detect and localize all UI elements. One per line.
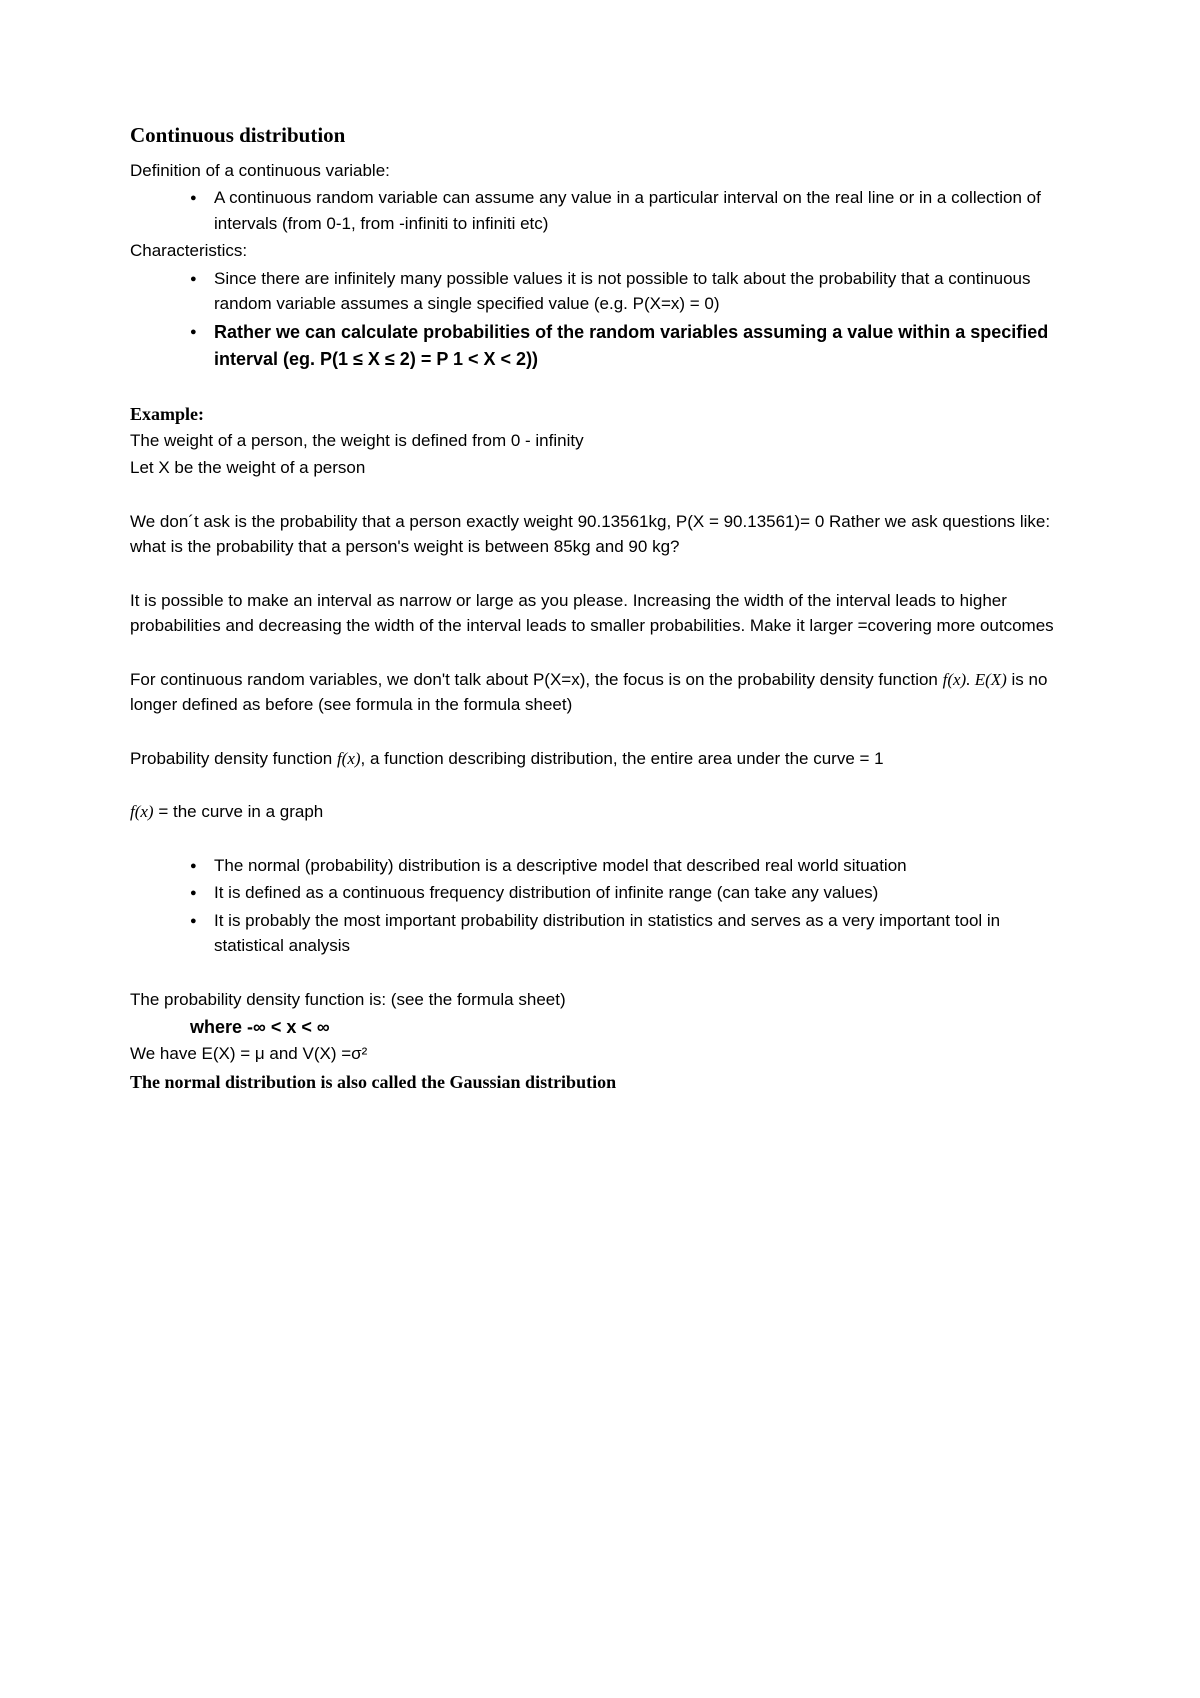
characteristics-list: Since there are infinitely many possible… [130,266,1070,373]
where-line: where -∞ < x < ∞ [130,1014,1070,1041]
paragraph: Probability density function f(x), a fun… [130,746,1070,772]
list-item: Rather we can calculate probabilities of… [190,319,1070,373]
definition-label: Definition of a continuous variable: [130,158,1070,184]
ev-line: We have E(X) = μ and V(X) =σ² [130,1041,1070,1067]
italic-text: f(x) [130,802,154,821]
page-title: Continuous distribution [130,120,1070,152]
list-item: Since there are infinitely many possible… [190,266,1070,317]
text-span: Probability density function [130,749,337,768]
paragraph: We don´t ask is the probability that a p… [130,509,1070,560]
pdf-line: The probability density function is: (se… [130,987,1070,1013]
gaussian-line: The normal distribution is also called t… [130,1069,1070,1096]
paragraph: For continuous random variables, we don'… [130,667,1070,718]
text-span: = the curve in a graph [154,802,324,821]
example-line: Let X be the weight of a person [130,455,1070,481]
example-line: The weight of a person, the weight is de… [130,428,1070,454]
text-span: For continuous random variables, we don'… [130,670,943,689]
paragraph: It is possible to make an interval as na… [130,588,1070,639]
characteristics-label: Characteristics: [130,238,1070,264]
list-item: It is defined as a continuous frequency … [190,880,1070,906]
example-label: Example: [130,401,1070,428]
italic-text: f(x) [337,749,361,768]
definition-list: A continuous random variable can assume … [130,185,1070,236]
paragraph: f(x) = the curve in a graph [130,799,1070,825]
list-item: It is probably the most important probab… [190,908,1070,959]
list-item: A continuous random variable can assume … [190,185,1070,236]
text-span: , a function describing distribution, th… [361,749,884,768]
normal-dist-list: The normal (probability) distribution is… [130,853,1070,959]
list-item: The normal (probability) distribution is… [190,853,1070,879]
italic-text: f(x). E(X) [943,670,1007,689]
